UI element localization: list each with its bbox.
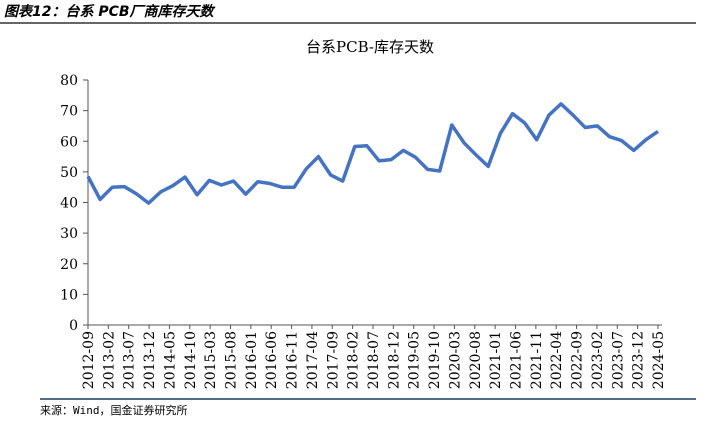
x-tick-label: 2014-05: [162, 331, 178, 389]
x-tick-label: 2013-07: [122, 331, 138, 389]
x-tick-label: 2015-03: [203, 331, 219, 389]
y-tick-label: 60: [60, 134, 78, 150]
x-tick-label: 2016-01: [244, 331, 260, 389]
x-tick-label: 2012-09: [81, 331, 97, 389]
y-tick-label: 20: [60, 257, 78, 273]
y-tick-label: 70: [60, 104, 78, 120]
x-tick-label: 2021-11: [529, 331, 545, 389]
x-tick-label: 2019-10: [427, 331, 443, 389]
source: 来源：Wind，国金证券研究所: [40, 403, 188, 417]
x-tick-label: 2014-10: [183, 331, 199, 389]
x-tick-label: 2018-12: [386, 331, 402, 389]
x-tick-label: 2021-06: [509, 331, 525, 389]
y-tick-label: 80: [60, 73, 78, 89]
x-tick-label: 2023-02: [590, 331, 606, 389]
x-tick-label: 2022-09: [570, 331, 586, 389]
y-tick-label: 0: [69, 318, 78, 334]
data-line: [86, 102, 659, 205]
y-tick-label: 10: [60, 287, 78, 303]
chart-title: 台系PCB-库存天数: [306, 38, 434, 56]
x-tick-label: 2017-04: [305, 331, 321, 389]
y-tick-label: 40: [60, 196, 78, 212]
y-tick-label: 50: [60, 165, 78, 181]
x-tick-label: 2024-05: [651, 331, 667, 389]
x-tick-label: 2016-11: [285, 331, 301, 389]
x-tick-label: 2018-07: [366, 331, 382, 389]
x-tick-label: 2020-08: [468, 331, 484, 389]
x-tick-label: 2018-02: [346, 331, 362, 389]
x-tick-label: 2013-02: [101, 331, 117, 389]
x-tick-label: 2019-05: [407, 331, 423, 389]
x-tick-label: 2023-07: [610, 331, 626, 389]
x-tick-label: 2022-04: [549, 331, 565, 389]
x-tick-label: 2017-09: [325, 331, 341, 389]
x-tick-label: 2021-01: [488, 331, 504, 389]
x-tick-label: 2015-08: [224, 331, 240, 389]
x-tick-label: 2023-12: [631, 331, 647, 389]
x-tick-label: 2016-06: [264, 331, 280, 389]
y-tick-label: 30: [60, 226, 78, 242]
x-tick-label: 2020-03: [447, 331, 463, 389]
header-title: 图表12：台系 PCB厂商库存天数: [4, 3, 216, 20]
x-tick-label: 2013-12: [142, 331, 158, 389]
